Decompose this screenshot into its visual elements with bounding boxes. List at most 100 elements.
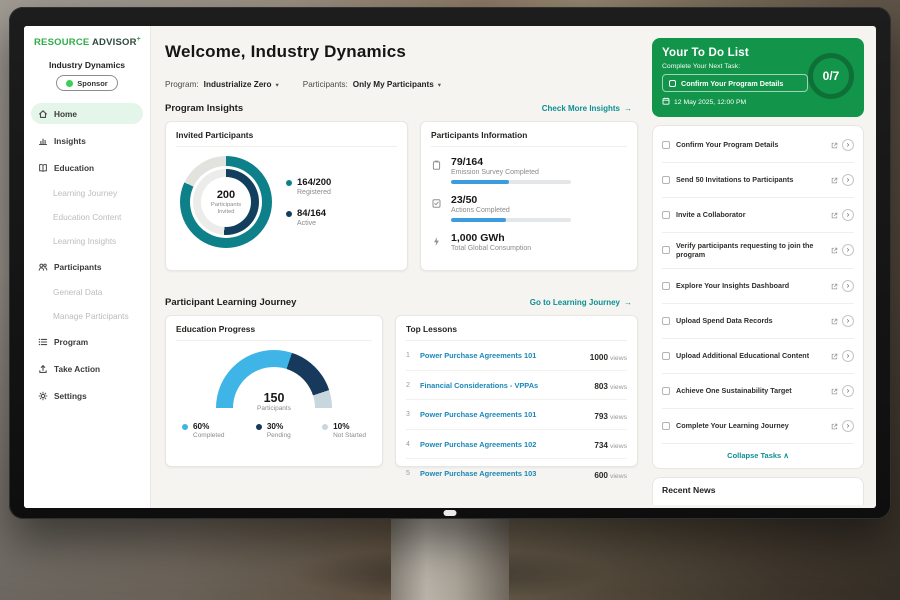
todo-task-row[interactable]: Explore Your Insights Dashboard › [662, 269, 854, 304]
sidebar-item-education[interactable]: Education [31, 157, 143, 178]
chevron-right-icon[interactable]: › [842, 314, 854, 327]
lesson-row: 3 Power Purchase Agreements 101 793 views [406, 400, 627, 430]
sidebar-item-label: Learning Journey [53, 188, 118, 199]
lesson-link[interactable]: Power Purchase Agreements 102 [420, 439, 537, 449]
gauge-label: Participants [257, 405, 291, 412]
program-filter[interactable]: Program: Industrialize Zero ▾ [165, 80, 279, 89]
todo-summary-card: Your To Do List Complete Your Next Task:… [652, 38, 864, 117]
lesson-views-label: views [610, 384, 627, 391]
lesson-rank: 4 [406, 440, 410, 448]
checkbox-icon[interactable] [662, 386, 670, 395]
monitor-bezel: RESOURCE ADVISOR+ Industry Dynamics Spon… [9, 7, 891, 519]
checkbox-icon[interactable] [662, 141, 670, 149]
lesson-row: 4 Power Purchase Agreements 102 734 views [406, 430, 627, 459]
sidebar-item-label: Participants [54, 261, 102, 272]
registered-dot [286, 179, 292, 186]
chevron-right-icon[interactable]: › [842, 244, 854, 257]
monitor-brand-logo [443, 510, 457, 516]
check-more-insights-link[interactable]: Check More Insights → [542, 104, 632, 113]
collapse-tasks-link[interactable]: Collapse Tasks ∧ [662, 444, 854, 465]
chevron-right-icon[interactable]: › [842, 209, 854, 221]
checkbox-icon[interactable] [662, 421, 670, 430]
sidebar-item-take-action[interactable]: Take Action [31, 358, 143, 379]
sidebar-item-education-content[interactable]: Education Content [31, 208, 143, 226]
legend-item-active: 84/164 Active [286, 208, 331, 227]
sidebar-item-learning-journey[interactable]: Learning Journey [31, 184, 143, 202]
checkbox-icon[interactable] [662, 176, 670, 184]
sidebar-item-label: Education Content [53, 212, 122, 223]
section-title: Participant Learning Journey [165, 297, 297, 308]
lesson-rank: 5 [406, 470, 410, 477]
todo-task-row[interactable]: Upload Additional Educational Content › [662, 339, 854, 374]
pending-label: Pending [266, 432, 291, 439]
sidebar: RESOURCE ADVISOR+ Industry Dynamics Spon… [24, 26, 151, 508]
todo-task-list: Confirm Your Program Details › Send 50 I… [652, 125, 864, 469]
program-filter-label: Program: [165, 80, 199, 89]
education-gauge-chart: 150 Participants [216, 350, 332, 412]
external-link-icon [831, 417, 838, 435]
section-title: Program Insights [165, 103, 244, 114]
checkbox-icon[interactable] [662, 351, 670, 360]
chevron-right-icon[interactable]: › [842, 174, 854, 186]
lesson-link[interactable]: Power Purchase Agreements 101 [420, 351, 537, 360]
chevron-right-icon[interactable]: › [842, 349, 854, 362]
go-to-learning-journey-link[interactable]: Go to Learning Journey → [530, 298, 632, 307]
legend-item-completed: 60% Completed [182, 422, 224, 439]
sidebar-item-general-data[interactable]: General Data [31, 283, 143, 301]
external-link-icon [831, 277, 838, 295]
todo-task-row[interactable]: Confirm Your Program Details › [662, 128, 854, 163]
todo-task-row[interactable]: Achieve One Sustainability Target › [662, 374, 854, 409]
lesson-row: 2 Financial Considerations - VPPAs 803 vi… [406, 371, 627, 400]
sidebar-item-settings[interactable]: Settings [31, 385, 143, 406]
task-label: Achieve One Sustainability Target [676, 386, 792, 396]
education-icon [37, 162, 48, 173]
sidebar-item-home[interactable]: Home [31, 103, 143, 125]
calendar-icon [662, 97, 670, 107]
participants-filter[interactable]: Participants: Only My Participants ▾ [303, 80, 441, 89]
checkbox-icon[interactable] [662, 246, 670, 255]
active-dot [286, 210, 292, 217]
todo-task-row[interactable]: Verify participants requesting to join t… [662, 233, 854, 269]
sidebar-item-insights[interactable]: Insights [31, 130, 143, 151]
todo-task-row[interactable]: Invite a Collaborator › [662, 198, 854, 233]
program-filter-value: Industrialize Zero [203, 80, 272, 89]
gauge-value: 150 [263, 391, 285, 405]
checkbox-icon[interactable] [662, 211, 670, 219]
todo-next-task[interactable]: Confirm Your Program Details [662, 74, 808, 92]
actions-progress-track [451, 218, 571, 222]
external-link-icon [831, 312, 838, 330]
lesson-views: 803 [594, 382, 608, 391]
sidebar-item-program[interactable]: Program [31, 331, 143, 352]
stat-value: 79/164 [451, 156, 484, 168]
lesson-row: 5 Power Purchase Agreements 103 600 views [406, 459, 627, 488]
todo-task-row[interactable]: Upload Spend Data Records › [662, 304, 854, 339]
stat-emission-survey: 79/164 Emission Survey Completed [431, 156, 627, 184]
checkbox-icon[interactable] [669, 79, 676, 87]
chevron-right-icon[interactable]: › [842, 384, 854, 397]
sidebar-item-learning-insights[interactable]: Learning Insights [31, 232, 143, 250]
lesson-link[interactable]: Financial Considerations - VPPAs [420, 380, 539, 390]
todo-task-row[interactable]: Send 50 Invitations to Participants › [662, 163, 854, 198]
sidebar-item-label: Learning Insights [53, 236, 117, 247]
checkbox-icon[interactable] [662, 316, 670, 325]
invited-donut-chart: 200 Participants Invited [180, 156, 272, 248]
not-started-label: Not Started [333, 432, 366, 439]
todo-task-row[interactable]: Complete Your Learning Journey › [662, 409, 854, 444]
link-label: Check More Insights [541, 104, 620, 113]
lesson-link[interactable]: Power Purchase Agreements 101 [420, 410, 537, 419]
recent-news-header: Recent News [652, 476, 864, 505]
checkbox-icon[interactable] [662, 281, 670, 290]
lesson-views-label: views [610, 413, 627, 421]
chevron-right-icon[interactable]: › [842, 139, 854, 151]
invited-total: 200 [216, 188, 236, 201]
sidebar-item-manage-participants[interactable]: Manage Participants [31, 307, 143, 325]
card-title: Participants Information [431, 130, 627, 147]
sponsor-badge[interactable]: Sponsor [56, 75, 118, 92]
gear-icon [37, 390, 48, 401]
chevron-down-icon: ▾ [437, 81, 442, 89]
chevron-right-icon[interactable]: › [842, 419, 854, 432]
completed-label: Completed [193, 432, 225, 439]
chevron-right-icon[interactable]: › [842, 279, 854, 292]
lesson-link[interactable]: Power Purchase Agreements 103 [420, 469, 537, 478]
sidebar-item-participants[interactable]: Participants [31, 256, 143, 277]
